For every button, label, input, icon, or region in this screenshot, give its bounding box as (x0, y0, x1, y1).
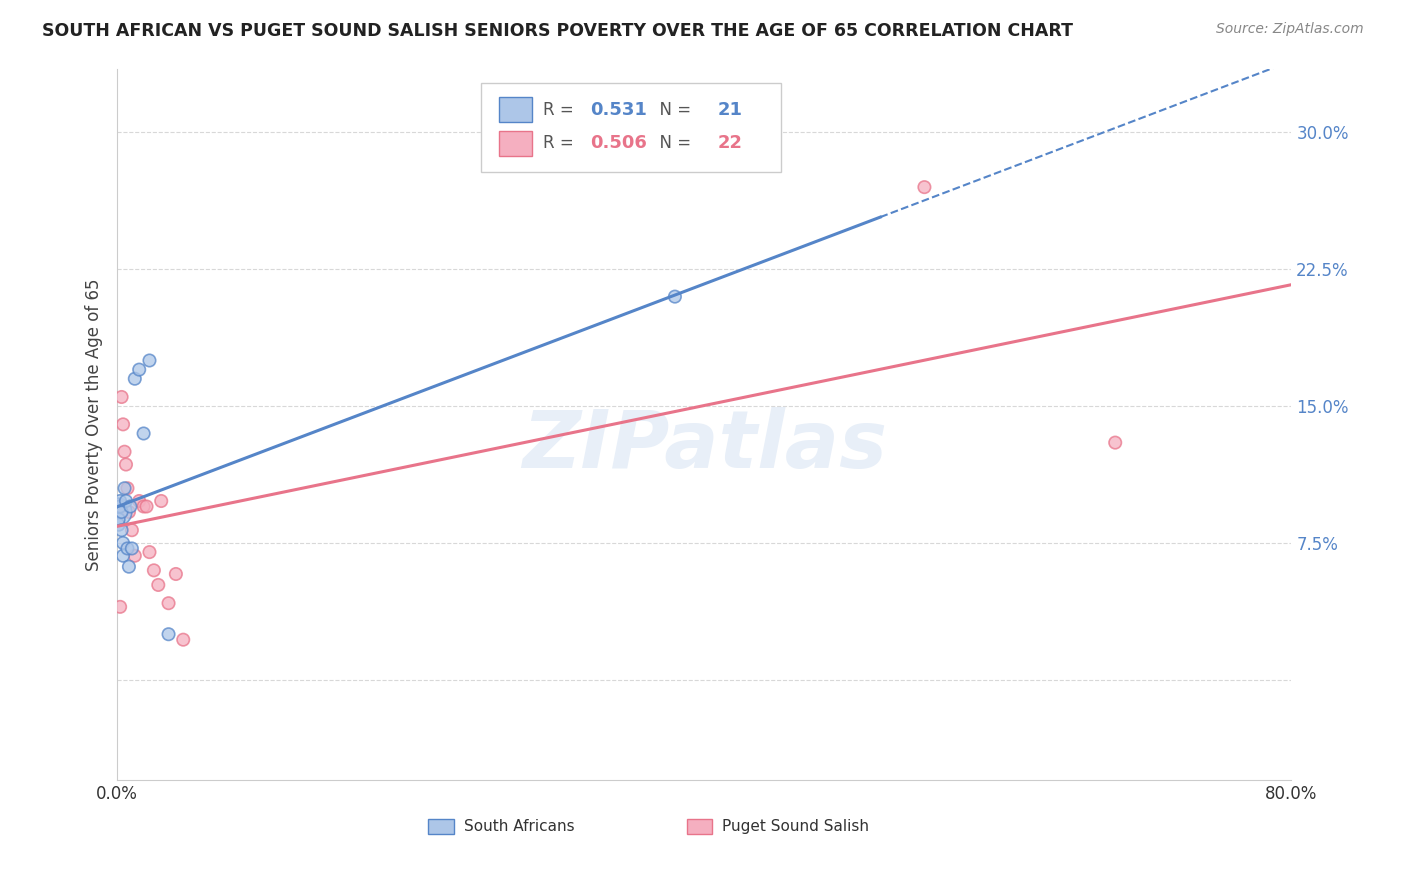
Point (157, 627, 180, 641)
Text: 21: 21 (717, 101, 742, 119)
Point (110, 505, 132, 519)
Text: South Africans: South Africans (464, 819, 574, 834)
Text: 0.531: 0.531 (591, 101, 647, 119)
Point (117, 481, 139, 495)
FancyBboxPatch shape (686, 819, 713, 834)
Text: N =: N = (650, 101, 696, 119)
Point (107, 500, 129, 514)
Point (912, 180, 935, 194)
Point (107, 517, 129, 532)
Point (128, 362, 150, 376)
Point (115, 458, 138, 472)
Point (108, 599, 131, 614)
Text: ZIPatlas: ZIPatlas (522, 407, 887, 484)
Point (112, 549, 135, 563)
Point (138, 353, 160, 368)
Point (124, 549, 146, 563)
Point (121, 541, 143, 556)
Text: Source: ZipAtlas.com: Source: ZipAtlas.com (1216, 22, 1364, 37)
Point (165, 566, 187, 581)
FancyBboxPatch shape (429, 819, 454, 834)
FancyBboxPatch shape (499, 97, 531, 122)
Point (107, 505, 129, 519)
Point (118, 505, 141, 519)
Point (121, 523, 143, 537)
Point (128, 494, 150, 508)
Point (120, 500, 142, 514)
Point (142, 563, 165, 577)
Point (1104, 435, 1126, 450)
Point (664, 290, 686, 304)
Point (117, 541, 139, 556)
FancyBboxPatch shape (481, 83, 780, 172)
Text: SOUTH AFRICAN VS PUGET SOUND SALISH SENIORS POVERTY OVER THE AGE OF 65 CORRELATI: SOUTH AFRICAN VS PUGET SOUND SALISH SENI… (42, 22, 1073, 40)
FancyBboxPatch shape (499, 131, 531, 156)
Point (114, 444, 136, 458)
Point (114, 481, 136, 495)
Text: N =: N = (650, 135, 696, 153)
Point (157, 596, 180, 610)
Point (115, 494, 138, 508)
Text: R =: R = (543, 101, 579, 119)
Point (135, 500, 157, 514)
Point (112, 536, 135, 550)
Point (108, 494, 131, 508)
Point (148, 578, 170, 592)
Point (112, 417, 135, 432)
Point (108, 500, 131, 514)
Text: R =: R = (543, 135, 579, 153)
Point (172, 632, 194, 647)
Point (110, 390, 132, 404)
Text: 0.506: 0.506 (591, 135, 647, 153)
Point (124, 372, 146, 386)
Point (132, 500, 155, 514)
Y-axis label: Seniors Poverty Over the Age of 65: Seniors Poverty Over the Age of 65 (86, 278, 103, 571)
Point (150, 494, 173, 508)
Text: 22: 22 (717, 135, 742, 153)
Point (138, 545, 160, 559)
Point (132, 426, 155, 441)
Text: Puget Sound Salish: Puget Sound Salish (721, 819, 869, 834)
Point (107, 512, 129, 526)
Point (118, 559, 141, 574)
Point (110, 523, 132, 537)
